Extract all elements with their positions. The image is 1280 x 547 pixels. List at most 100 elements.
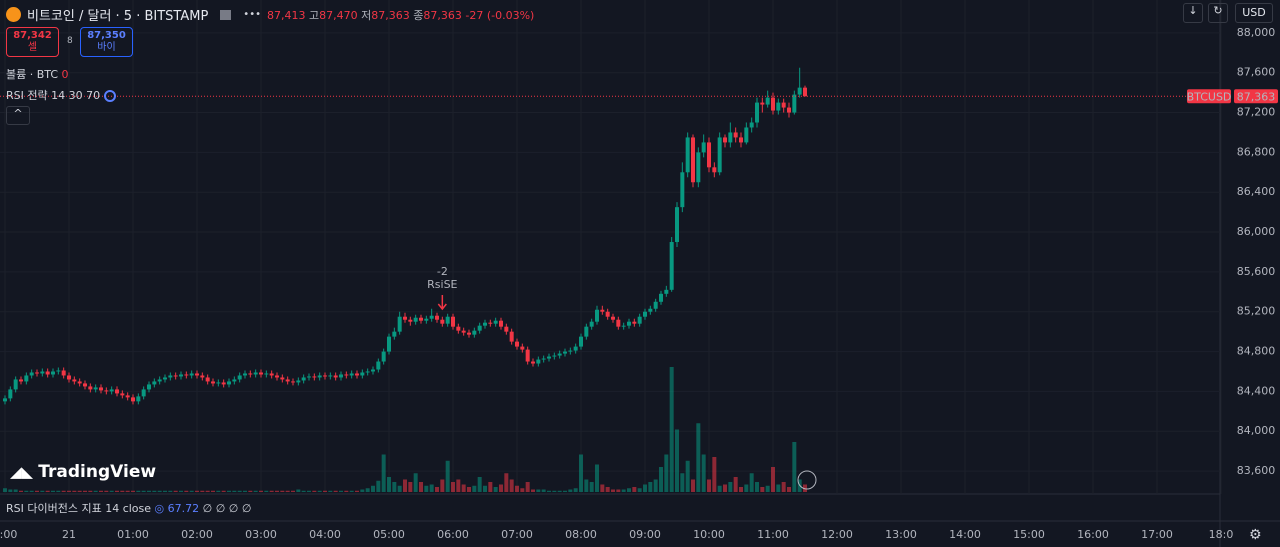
candle-body [557,353,562,356]
candle-body [685,137,690,173]
volume-bar [531,489,535,492]
volume-bar [541,489,546,492]
candle-body [440,319,445,324]
candle-body [749,122,754,128]
candle-body [109,389,114,392]
candle-body [760,102,765,105]
currency-button[interactable]: USD [1235,3,1273,23]
volume-bar [280,490,285,492]
collapse-button[interactable]: ^ [6,106,30,125]
candle-body [803,87,807,97]
change: -27 (-0.03%) [465,8,535,22]
volume-bar [221,490,226,492]
candle-body [467,332,471,335]
candle-body [339,374,343,378]
volume-bar [605,487,610,492]
rsi-value: 67.72 [167,502,200,515]
sell-button[interactable]: 87,342 셀 [6,27,59,57]
volume-bar [568,489,573,492]
candle-body [552,355,557,357]
candle-body [509,331,514,342]
volume-bar [723,484,727,492]
candle-body [371,369,375,372]
candle-body [611,316,615,320]
candle-body [115,389,119,394]
settings-button[interactable]: ⚙ [1249,527,1262,543]
volume-bar [771,467,775,492]
volume-bar [333,490,338,492]
volume-bar [339,490,343,492]
candle-body [531,361,535,364]
candle-body [605,311,610,317]
candle-body [445,316,450,324]
more[interactable]: ••• [243,9,261,20]
candle-body [301,377,306,381]
download-button[interactable]: ↓ [1183,3,1203,23]
y-tick-label: 87,600 [1237,66,1276,79]
volume-bar [472,485,477,492]
volume-bar [19,490,23,492]
volume-bar [8,489,13,492]
candle-body [739,137,743,143]
volume-bar [237,490,242,492]
candle-body [275,375,279,378]
candle-body [136,396,141,402]
candle-body [632,321,637,324]
flag-icon[interactable] [220,9,232,20]
x-tick-label: 09:00 [629,528,661,541]
candle-body [669,242,674,290]
candle-body [733,132,738,138]
volume-bar [227,490,231,492]
volume-bar [408,482,413,492]
volume-bar [627,488,631,492]
candle-body [56,370,61,372]
candle-body [765,97,770,105]
candle-body [227,381,231,385]
buy-button[interactable]: 87,350 바이 [80,27,133,57]
volume-bar [211,490,215,492]
volume-bar [323,490,327,492]
y-tick-label: 84,800 [1237,345,1276,358]
candle-body [584,326,589,337]
candle-body [355,373,359,376]
volume-bar [792,442,797,492]
volume-bar [301,490,306,492]
candle-body [627,321,631,326]
candle-body [659,293,663,302]
annotation-label: RsiSE [427,278,457,291]
volume-bar [392,482,397,492]
volume-bar [3,488,7,492]
candle-body [696,152,701,183]
volume-bar [547,490,551,492]
candle-body [8,389,13,399]
candle-body [77,381,82,384]
candle-body [360,372,365,376]
candle-body [616,319,621,327]
refresh-button[interactable]: ↻ [1208,3,1228,23]
volume-bar [403,479,407,492]
candle-body [435,315,439,320]
open: 87,413 [267,8,306,22]
candle-body [328,375,333,377]
candle-body [392,331,397,337]
volume-bar [509,479,514,492]
volume-bar [173,490,178,492]
candle-body [13,379,18,390]
symbol[interactable]: 비트코인 / 달러 · 5 · BITSTAMP [27,9,209,24]
volume-bar [525,482,530,492]
x-tick-label: 11:00 [757,528,789,541]
volume-bar [669,367,674,492]
volume-bar [787,487,791,492]
candle-body [45,371,50,375]
candle-body [40,371,45,374]
volume-bar [179,490,183,492]
candle-body [157,379,162,382]
volume-bar [93,490,98,492]
strategy-icon[interactable] [103,90,116,102]
volume-bar [413,473,418,492]
candle-body [248,373,253,375]
hl: 고 [309,8,320,22]
candle-body [88,386,93,390]
volume-bar [13,489,18,492]
volume-bar [707,479,711,492]
